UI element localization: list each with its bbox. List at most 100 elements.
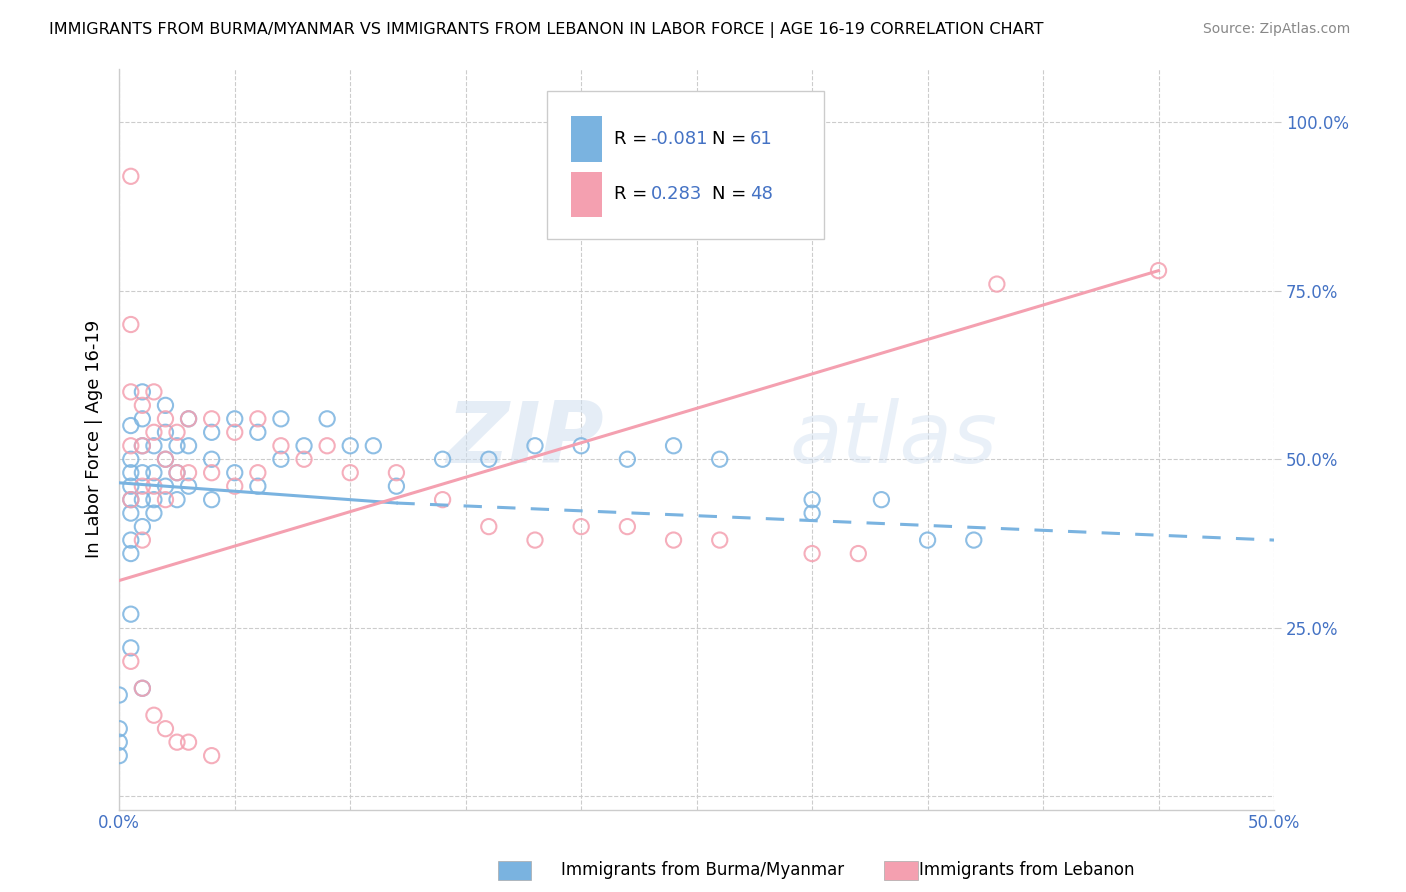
Point xyxy=(166,735,188,749)
Point xyxy=(131,519,153,533)
Point xyxy=(131,466,153,480)
Point xyxy=(142,506,165,520)
Text: N =: N = xyxy=(711,130,752,148)
Point xyxy=(385,479,408,493)
Point xyxy=(224,412,246,426)
Point xyxy=(292,439,315,453)
Point xyxy=(224,466,246,480)
Point xyxy=(120,640,142,655)
Point xyxy=(108,735,131,749)
Point xyxy=(177,735,200,749)
Text: Immigrants from Lebanon: Immigrants from Lebanon xyxy=(918,861,1135,879)
Point xyxy=(155,412,177,426)
Point xyxy=(131,439,153,453)
Point xyxy=(177,479,200,493)
Point xyxy=(801,547,824,561)
Point xyxy=(478,519,501,533)
Y-axis label: In Labor Force | Age 16-19: In Labor Force | Age 16-19 xyxy=(86,320,103,558)
Point xyxy=(801,506,824,520)
Point xyxy=(120,466,142,480)
Point xyxy=(142,492,165,507)
Point xyxy=(120,439,142,453)
Point xyxy=(917,533,939,547)
FancyBboxPatch shape xyxy=(571,116,602,161)
Point xyxy=(120,547,142,561)
Point xyxy=(166,439,188,453)
Point xyxy=(120,607,142,622)
Point xyxy=(120,654,142,668)
Point xyxy=(142,466,165,480)
Point xyxy=(142,479,165,493)
Point xyxy=(155,425,177,440)
Point xyxy=(616,519,638,533)
Point xyxy=(108,748,131,763)
Text: R =: R = xyxy=(613,186,652,203)
Text: N =: N = xyxy=(711,186,752,203)
Point xyxy=(569,439,592,453)
Point xyxy=(131,681,153,696)
Point xyxy=(177,412,200,426)
Point xyxy=(155,492,177,507)
Point xyxy=(131,412,153,426)
Point xyxy=(846,547,869,561)
Text: 48: 48 xyxy=(749,186,773,203)
Point xyxy=(432,492,454,507)
Point xyxy=(523,533,546,547)
Text: 0.283: 0.283 xyxy=(651,186,702,203)
Point xyxy=(616,452,638,467)
Point xyxy=(142,439,165,453)
Point xyxy=(155,479,177,493)
Point xyxy=(523,439,546,453)
Point xyxy=(339,466,361,480)
Text: IMMIGRANTS FROM BURMA/MYANMAR VS IMMIGRANTS FROM LEBANON IN LABOR FORCE | AGE 16: IMMIGRANTS FROM BURMA/MYANMAR VS IMMIGRA… xyxy=(49,22,1043,38)
Point xyxy=(246,425,269,440)
Point xyxy=(120,492,142,507)
Text: -0.081: -0.081 xyxy=(651,130,709,148)
Point xyxy=(120,318,142,332)
Point xyxy=(166,492,188,507)
Point xyxy=(166,466,188,480)
Point xyxy=(662,533,685,547)
Point xyxy=(246,479,269,493)
Point xyxy=(131,398,153,412)
Point xyxy=(131,681,153,696)
Point xyxy=(155,398,177,412)
Point xyxy=(155,452,177,467)
FancyBboxPatch shape xyxy=(547,91,824,239)
Text: R =: R = xyxy=(613,130,652,148)
Point xyxy=(120,418,142,433)
Point xyxy=(339,439,361,453)
Point xyxy=(246,412,269,426)
Point xyxy=(131,384,153,399)
Point xyxy=(432,452,454,467)
Point xyxy=(108,688,131,702)
Point xyxy=(120,533,142,547)
Point xyxy=(709,533,731,547)
Point xyxy=(131,492,153,507)
Point xyxy=(1147,263,1170,277)
Point xyxy=(316,412,339,426)
Point xyxy=(316,439,339,453)
Point xyxy=(131,533,153,547)
Point xyxy=(201,425,224,440)
Point xyxy=(986,277,1008,291)
Point xyxy=(120,479,142,493)
Point xyxy=(246,466,269,480)
Text: Source: ZipAtlas.com: Source: ZipAtlas.com xyxy=(1202,22,1350,37)
Point xyxy=(166,425,188,440)
Point xyxy=(363,439,385,453)
Point xyxy=(142,708,165,723)
Point xyxy=(478,452,501,467)
Point xyxy=(270,412,292,426)
FancyBboxPatch shape xyxy=(571,171,602,218)
Point xyxy=(120,506,142,520)
Point xyxy=(270,452,292,467)
Point xyxy=(120,169,142,184)
Point xyxy=(201,492,224,507)
Point xyxy=(155,452,177,467)
Point xyxy=(108,722,131,736)
Point xyxy=(292,452,315,467)
Point xyxy=(120,492,142,507)
Point xyxy=(177,466,200,480)
Point xyxy=(177,412,200,426)
